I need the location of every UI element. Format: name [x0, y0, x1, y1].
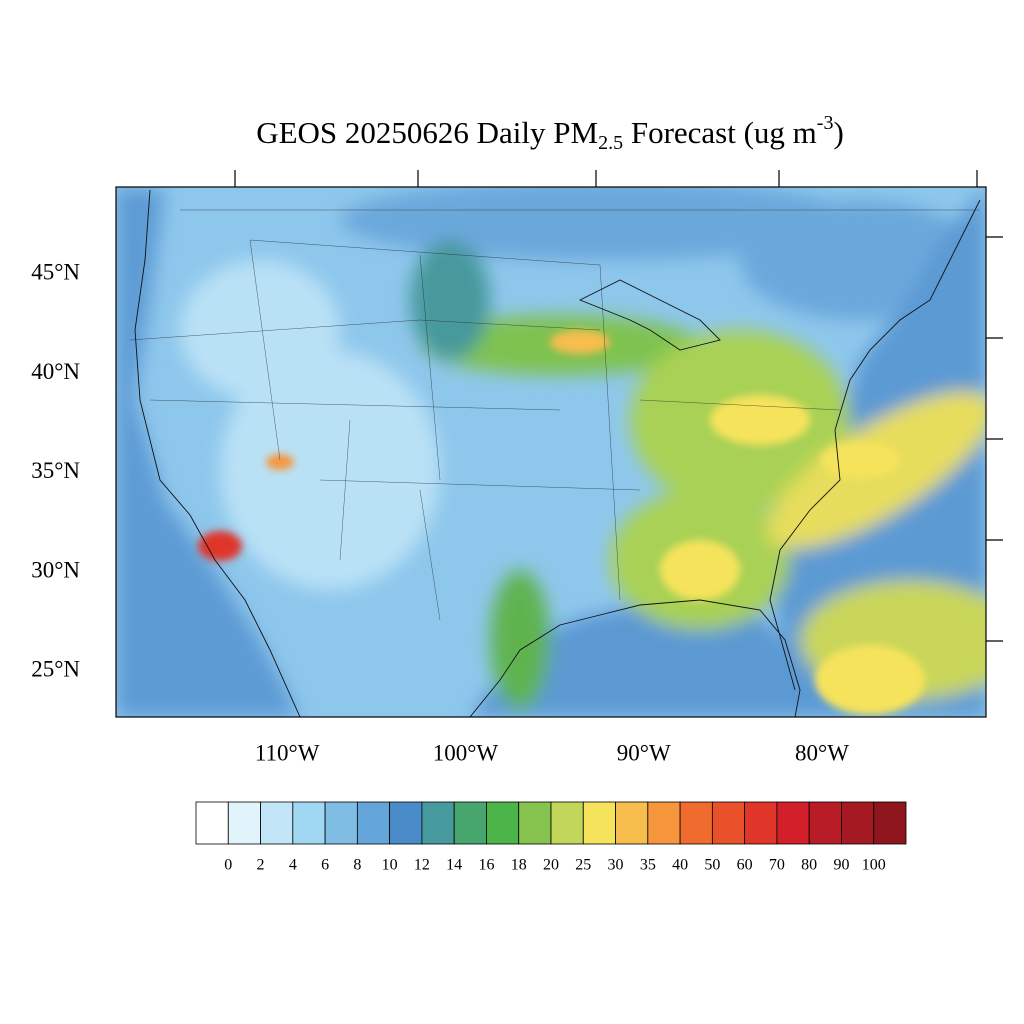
colorbar-box	[389, 801, 423, 845]
colorbar-box	[486, 801, 520, 845]
colorbar-box	[647, 801, 681, 845]
field-patch	[820, 442, 900, 478]
title-subscript: 2.5	[598, 132, 623, 154]
title-text: )	[833, 115, 843, 150]
colorbar-label: 12	[414, 857, 430, 874]
colorbar-box	[776, 801, 810, 845]
colorbar-label: 8	[353, 857, 361, 874]
colorbar-box	[227, 801, 261, 845]
colorbar-box	[711, 801, 746, 845]
state-borders	[129, 209, 980, 621]
colorbar-box	[550, 801, 584, 845]
frame-ticks	[234, 170, 1003, 642]
colorbar-box	[260, 801, 294, 845]
pm-hotspots	[198, 330, 925, 715]
colorbar-box	[873, 801, 907, 845]
colorbar-box	[518, 801, 552, 845]
map-frame	[115, 186, 987, 718]
colorbar-box	[841, 801, 875, 845]
lon-label: 110°W	[255, 740, 320, 765]
colorbar-box	[195, 801, 229, 845]
colorbar-box	[356, 801, 391, 845]
axis-labels: 25°N 30°N 35°N 40°N 45°N 110°W 100°W 90°W 80°W	[31, 260, 849, 766]
colorbar-box	[292, 801, 326, 845]
lat-label: 30°N	[31, 557, 80, 582]
field-patch	[815, 645, 925, 715]
colorbar-box	[744, 801, 778, 845]
field-patch	[340, 187, 860, 260]
lon-label: 80°W	[795, 740, 849, 765]
field-patch	[180, 260, 340, 400]
lat-label: 25°N	[31, 657, 80, 682]
title-text: Forecast (ug m	[623, 115, 817, 150]
lat-label: 45°N	[31, 260, 80, 285]
colorbar-label: 25	[575, 857, 591, 874]
colorbar-label: 20	[543, 857, 559, 874]
colorbar-label: 2	[257, 857, 265, 874]
colorbar-label: 18	[511, 857, 527, 874]
title-superscript: -3	[817, 112, 834, 134]
colorbar-label: 14	[446, 857, 462, 874]
colorbar-label: 6	[321, 857, 329, 874]
great-lakes	[578, 279, 721, 351]
pacific	[116, 187, 300, 717]
colorbar-label: 40	[672, 857, 688, 874]
coastline	[769, 199, 981, 691]
field-patch	[550, 330, 610, 354]
colorbar: 0 2 4 6 8 10 12 14 16 18 20 25 30 35 40 50 60 70 80 90 100	[195, 801, 907, 874]
gulf	[470, 605, 800, 717]
colorbar-label: 100	[862, 857, 886, 874]
colorbar-label: 35	[640, 857, 656, 874]
lon-label: 90°W	[617, 740, 671, 765]
colorbar-box	[421, 801, 455, 845]
colorbar-label: 10	[382, 857, 398, 874]
field-patch	[198, 531, 242, 561]
colorbar-label: 90	[833, 857, 849, 874]
field-patch	[490, 570, 550, 710]
colorbar-box	[808, 801, 842, 845]
colorbar-box	[453, 801, 487, 845]
title: GEOS 20250626 Daily PM2.5 Forecast (ug m…	[256, 112, 844, 154]
colorbar-label: 4	[289, 857, 297, 874]
field-patch	[410, 240, 490, 360]
colorbar-label: 70	[769, 857, 785, 874]
field-patch	[266, 454, 294, 470]
field-patch	[220, 350, 440, 590]
lat-label: 40°N	[31, 359, 80, 384]
pm-field	[116, 187, 986, 717]
map-field	[116, 187, 986, 717]
colorbar-label: 30	[608, 857, 624, 874]
colorbar-box	[582, 801, 616, 845]
colorbar-box	[679, 801, 713, 845]
lat-label: 35°N	[31, 458, 80, 483]
colorbar-label: 16	[478, 857, 494, 874]
lon-label: 100°W	[433, 740, 499, 765]
colorbar-label: 60	[737, 857, 753, 874]
colorbar-label: 50	[704, 857, 720, 874]
colorbar-label: 80	[801, 857, 817, 874]
title-text: GEOS 20250626 Daily PM	[256, 115, 598, 150]
colorbar-box	[615, 801, 649, 845]
colorbar-label: 0	[224, 857, 232, 874]
coastline	[469, 599, 801, 717]
field-patch	[710, 395, 810, 445]
colorbar-box	[324, 801, 358, 845]
coastline	[134, 189, 301, 717]
field-patch	[660, 540, 740, 600]
